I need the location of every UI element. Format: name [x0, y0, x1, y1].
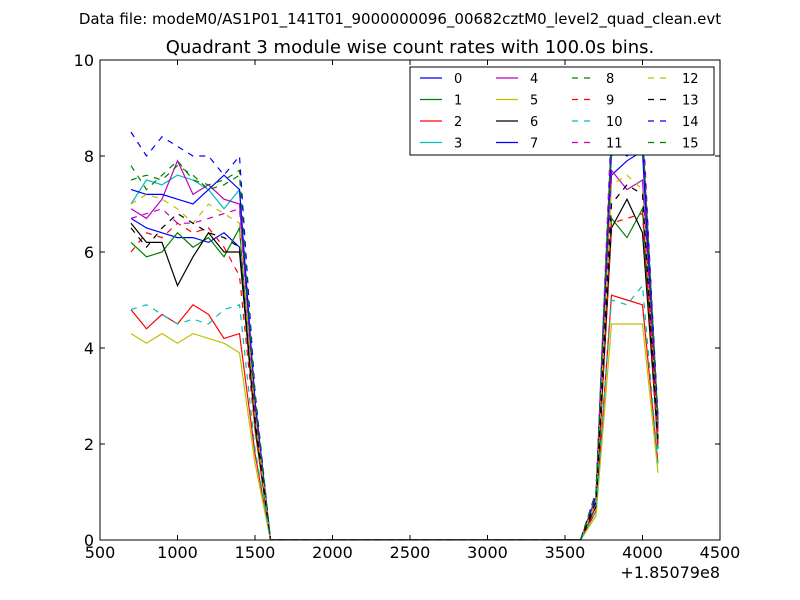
legend-label-7: 7 [530, 137, 538, 152]
y-tick-label: 6 [84, 243, 94, 262]
x-tick-label: 4000 [622, 543, 663, 562]
y-tick-label: 2 [84, 435, 94, 454]
legend-label-9: 9 [606, 94, 614, 109]
legend-label-11: 11 [606, 137, 623, 152]
x-tick-label: 4500 [700, 543, 741, 562]
x-tick-label: 1000 [157, 543, 198, 562]
legend-label-6: 6 [530, 115, 538, 130]
y-tick-label: 4 [84, 339, 94, 358]
legend-label-10: 10 [606, 115, 623, 130]
y-tick-label: 10 [74, 51, 94, 70]
chart-suptitle: Data file: modeM0/AS1P01_141T01_90000000… [79, 10, 721, 29]
x-tick-label: 2500 [390, 543, 431, 562]
legend-label-13: 13 [682, 94, 699, 109]
legend-label-14: 14 [682, 115, 699, 130]
series-layer [130, 102, 659, 540]
series-line-15 [130, 130, 659, 540]
series-line-3 [130, 135, 659, 540]
x-tick-label: 3500 [545, 543, 586, 562]
x-tick-label: 500 [85, 543, 116, 562]
series-line-1 [130, 206, 659, 540]
series-line-12 [130, 174, 659, 540]
legend-label-12: 12 [682, 72, 699, 87]
legend-label-2: 2 [454, 115, 462, 130]
x-tick-label: 1500 [235, 543, 276, 562]
series-line-13 [130, 184, 659, 540]
series-line-4 [130, 159, 659, 540]
chart-title: Quadrant 3 module wise count rates with … [166, 37, 655, 58]
legend-label-15: 15 [682, 137, 699, 152]
legend-label-1: 1 [454, 94, 462, 109]
series-line-14 [130, 130, 659, 540]
legend-label-3: 3 [454, 137, 462, 152]
legend-box [409, 66, 715, 156]
series-line-9 [130, 212, 659, 540]
series-line-7 [130, 140, 659, 540]
legend-label-0: 0 [454, 72, 462, 87]
legend-label-5: 5 [530, 94, 538, 109]
y-tick-label: 8 [84, 147, 94, 166]
y-tick-label: 0 [84, 531, 94, 550]
series-line-6 [130, 197, 659, 540]
x-offset-label: +1.85079e8 [620, 563, 720, 582]
series-line-5 [130, 323, 659, 540]
x-tick-label: 2000 [312, 543, 353, 562]
series-line-8 [130, 125, 659, 540]
series-line-0 [130, 150, 659, 540]
legend-label-8: 8 [606, 72, 614, 87]
x-tick-label: 3000 [467, 543, 508, 562]
legend-label-4: 4 [530, 72, 538, 87]
series-line-10 [130, 284, 659, 540]
series-line-11 [130, 102, 659, 540]
axis-ticks: 500 1000 1500 2000 2500 3000 3500 4000 4500 0 2 4 6 8… [74, 51, 741, 562]
series-line-2 [130, 294, 659, 540]
